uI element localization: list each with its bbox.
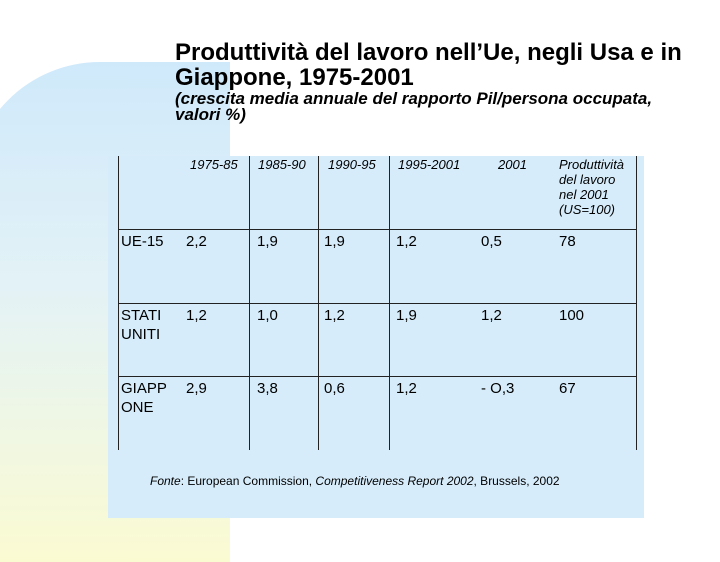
slide-title: Produttività del lavoro nell’Ue, negli U… xyxy=(175,39,682,91)
table-cell: 1,2 xyxy=(481,307,502,324)
row-label: GIAPP ONE xyxy=(121,380,167,416)
table-cell: 1,9 xyxy=(324,233,345,250)
column-header: 2001 xyxy=(498,157,527,172)
column-header: 1995-2001 xyxy=(398,157,461,172)
table-panel xyxy=(108,156,644,518)
source-prefix: Fonte xyxy=(150,474,181,488)
table-cell: 3,8 xyxy=(257,380,278,397)
column-header: 1975-85 xyxy=(190,157,238,172)
row-divider xyxy=(118,376,636,377)
column-header: 1990-95 xyxy=(328,157,376,172)
table-cell: 1,2 xyxy=(396,233,417,250)
table-cell: 1,9 xyxy=(257,233,278,250)
table-cell: 1,2 xyxy=(396,380,417,397)
table-cell: 67 xyxy=(559,380,576,397)
table-cell: 1,2 xyxy=(324,307,345,324)
table-border-right xyxy=(636,156,637,450)
table-cell: 2,9 xyxy=(186,380,207,397)
source-text: : European Commission, xyxy=(180,474,316,488)
table-cell: 0,6 xyxy=(324,380,345,397)
table-cell: 100 xyxy=(559,307,585,324)
table-cell: - O,3 xyxy=(481,380,515,397)
slide-subtitle: (crescita media annuale del rapporto Pil… xyxy=(175,89,653,124)
source-report: Competitiveness Report 2002 xyxy=(315,474,474,488)
row-divider xyxy=(118,303,636,304)
column-header: 1985-90 xyxy=(258,157,306,172)
table-cell: 0,5 xyxy=(481,233,502,250)
table-cell: 2,2 xyxy=(186,233,207,250)
source-suffix: , Brussels, 2002 xyxy=(473,474,560,488)
row-label: UE-15 xyxy=(121,233,164,250)
column-header: Produttività del lavoro nel 2001 (US=100… xyxy=(559,157,625,217)
source-note: Fonte: European Commission, Competitiven… xyxy=(150,474,560,488)
row-divider xyxy=(118,229,636,230)
table-cell: 1,2 xyxy=(186,307,207,324)
table-cell: 78 xyxy=(559,233,576,250)
table-cell: 1,9 xyxy=(396,307,417,324)
row-label: STATI UNITI xyxy=(121,307,162,343)
table-cell: 1,0 xyxy=(257,307,278,324)
